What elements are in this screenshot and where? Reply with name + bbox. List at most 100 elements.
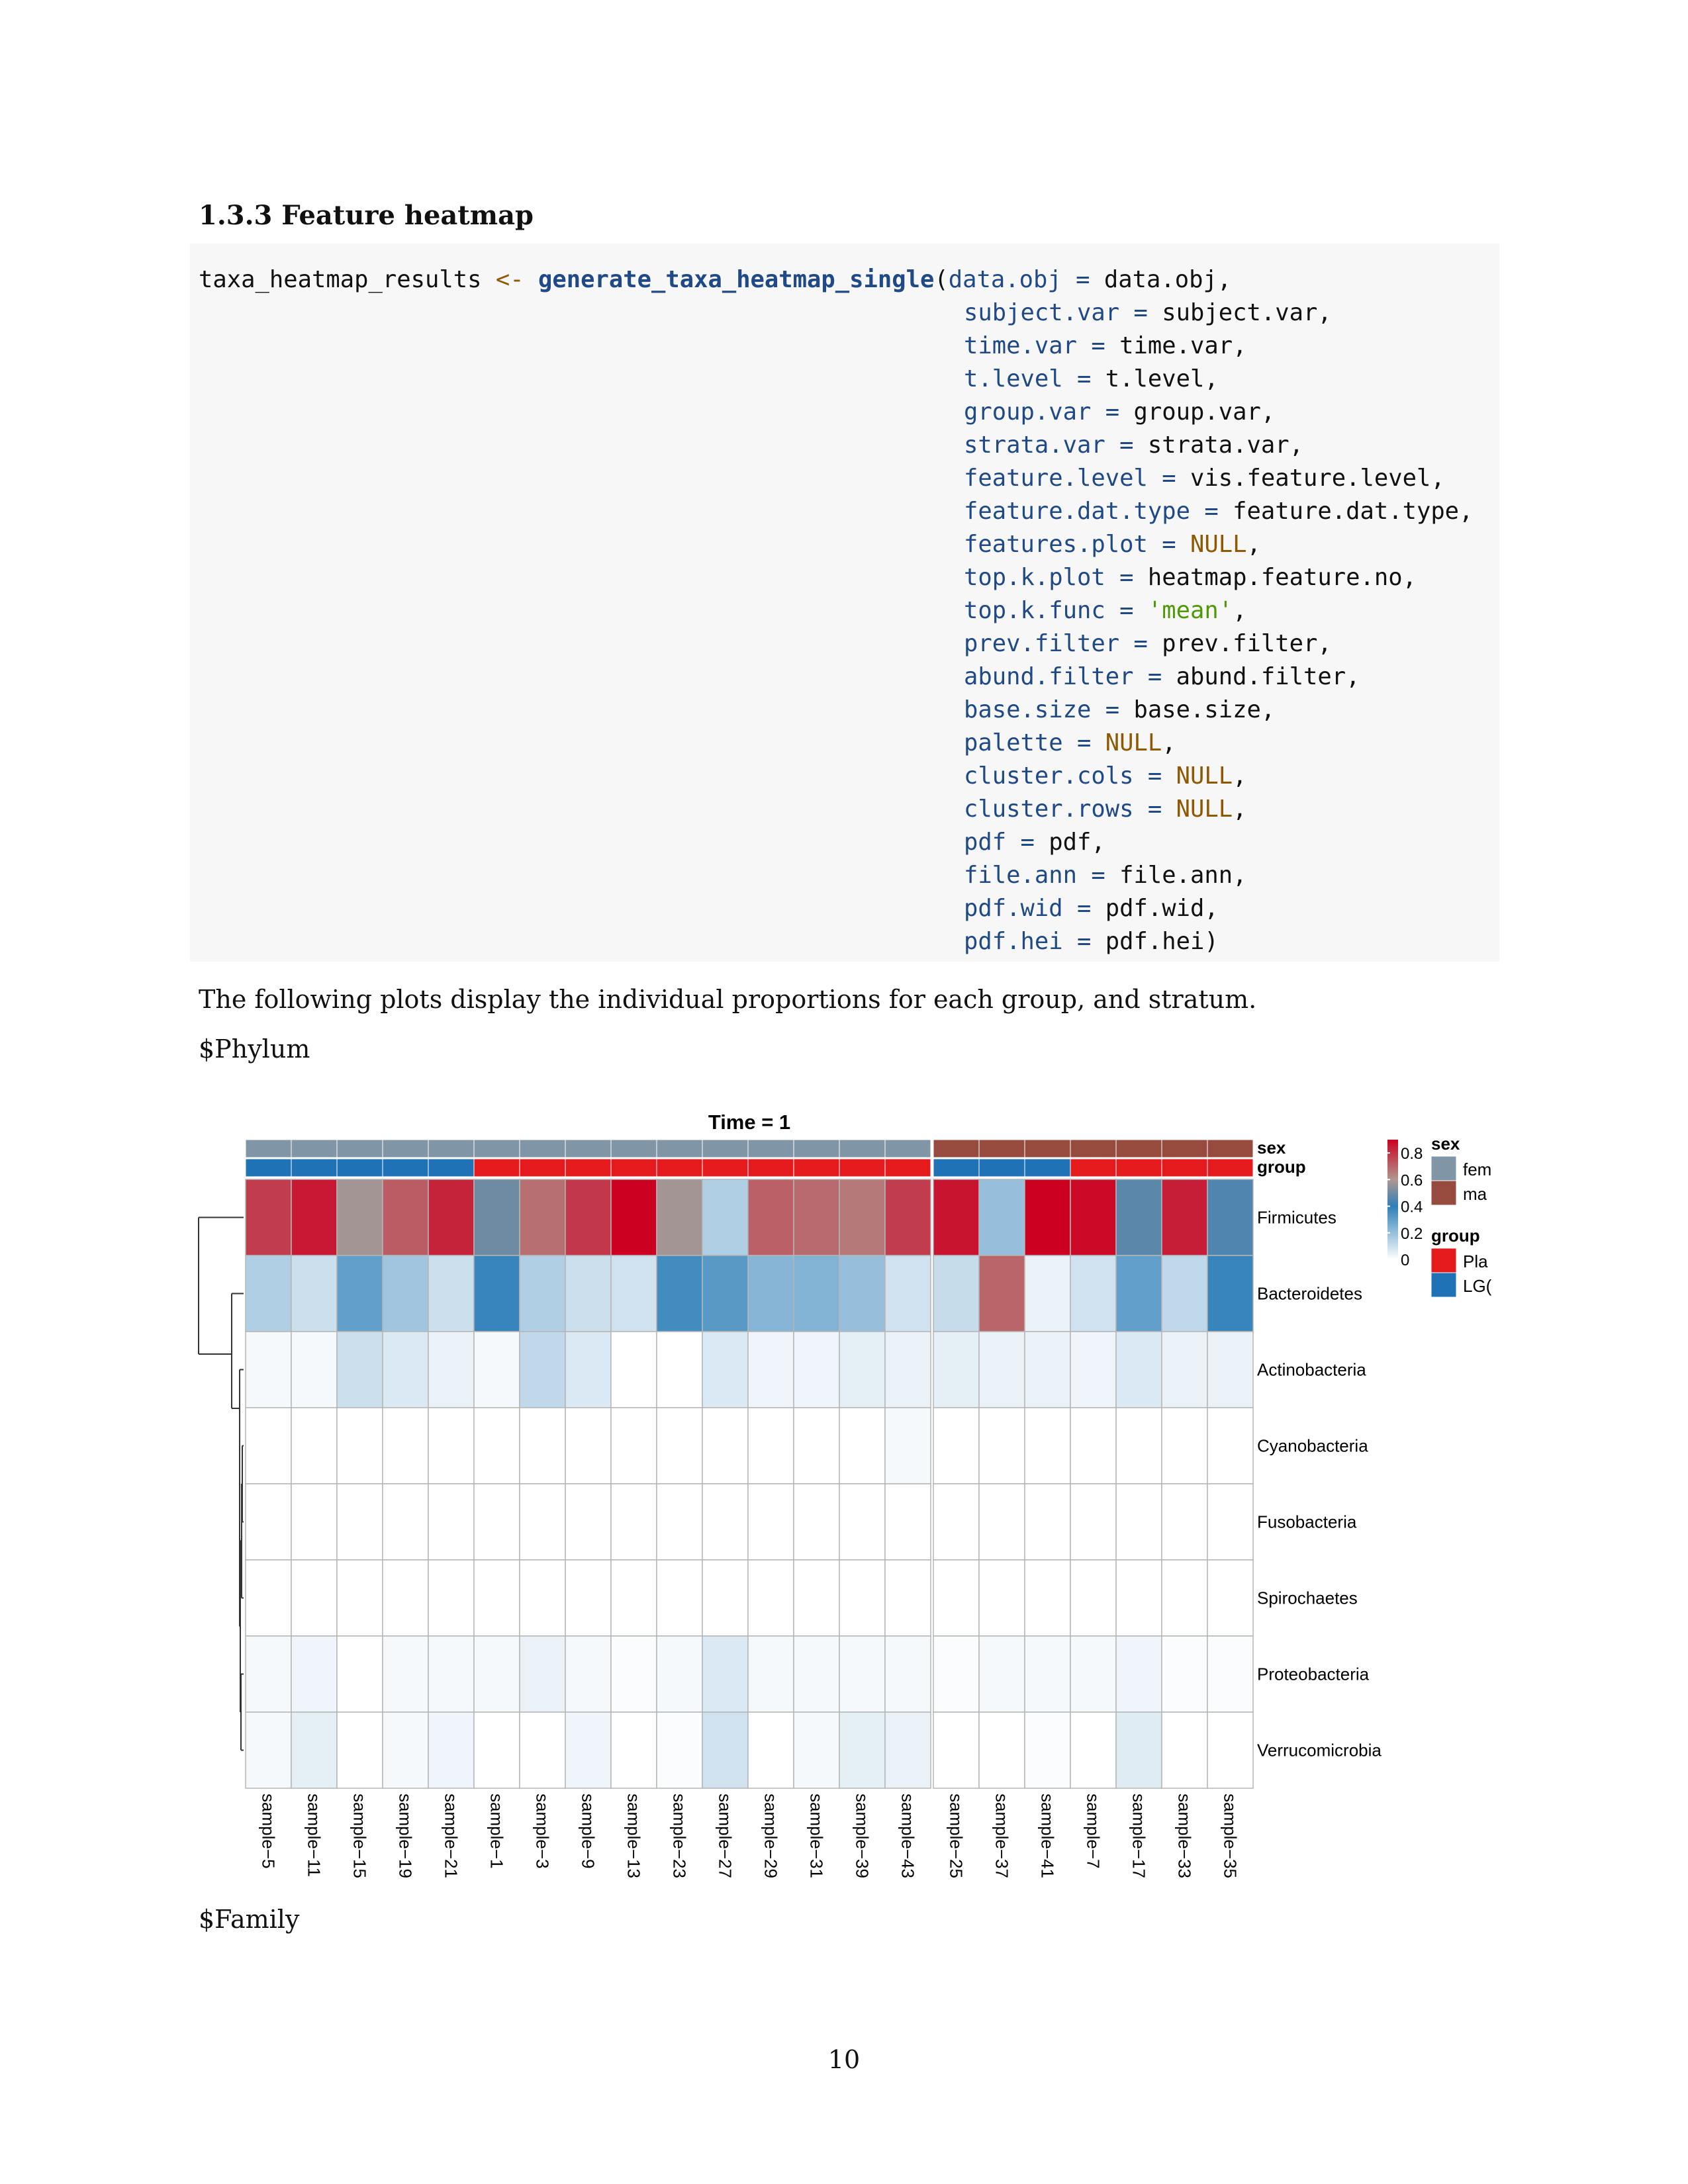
legend-group-swatch	[1430, 1248, 1457, 1273]
heatmap-cell	[839, 1559, 886, 1637]
heatmap-cell	[933, 1407, 980, 1484]
sex-annotation-cell	[1207, 1139, 1254, 1158]
heatmap-cell	[610, 1179, 657, 1256]
heatmap-cell	[382, 1179, 429, 1256]
sex-annotation-cell	[610, 1139, 657, 1158]
description-paragraph: The following plots display the individu…	[199, 985, 1257, 1014]
legend-group-item: Pla	[1463, 1251, 1488, 1271]
code-line: palette = NULL,	[964, 727, 1176, 760]
code-token: NULL	[1190, 531, 1247, 558]
code-token: feature.dat.type	[964, 498, 1190, 525]
code-token: vis.feature.level,	[1190, 465, 1445, 492]
heatmap-cell	[245, 1559, 292, 1637]
heatmap-cell	[793, 1483, 840, 1561]
heatmap-cell	[336, 1331, 383, 1408]
heatmap-cell	[473, 1559, 520, 1637]
heatmap-cell	[519, 1483, 566, 1561]
code-token: generate_taxa_heatmap_single	[538, 266, 935, 293]
code-token: =	[1147, 465, 1190, 492]
code-token: =	[1133, 663, 1176, 690]
heatmap-cell	[1207, 1255, 1254, 1332]
heatmap-cell	[702, 1331, 749, 1408]
heatmap-cell	[839, 1331, 886, 1408]
sex-annotation-cell	[884, 1139, 931, 1158]
heatmap-cell	[336, 1483, 383, 1561]
code-line: top.k.plot = heatmap.feature.no,	[964, 561, 1417, 594]
heatmap-cell	[1115, 1483, 1162, 1561]
column-label: sample−17	[1129, 1794, 1149, 1878]
code-token: feature.dat.type,	[1233, 498, 1474, 525]
heatmap-cell	[1161, 1331, 1208, 1408]
sex-annotation-cell	[747, 1139, 794, 1158]
code-line: feature.level = vis.feature.level,	[964, 462, 1445, 495]
code-token: =	[1062, 365, 1105, 392]
heatmap-cell	[336, 1179, 383, 1256]
heatmap-cell	[291, 1559, 338, 1637]
code-line: pdf.wid = pdf.wid,	[964, 892, 1219, 925]
sex-annotation-cell	[291, 1139, 338, 1158]
heatmap-cell	[428, 1635, 475, 1713]
code-line: pdf = pdf,	[964, 826, 1105, 859]
heatmap-cell	[519, 1559, 566, 1637]
heatmap-cell	[291, 1255, 338, 1332]
heatmap-cell	[610, 1407, 657, 1484]
heatmap-cell	[610, 1559, 657, 1637]
heatmap-cell	[245, 1255, 292, 1332]
column-label: sample−43	[898, 1794, 918, 1878]
sex-annotation-cell	[245, 1139, 292, 1158]
sex-annotation-cell	[565, 1139, 612, 1158]
column-label: sample−33	[1175, 1794, 1195, 1878]
column-label: sample−3	[533, 1794, 553, 1868]
heatmap-cell	[336, 1255, 383, 1332]
heatmap-cell	[1024, 1255, 1071, 1332]
group-annotation-cell	[428, 1158, 475, 1177]
heatmap-cell	[839, 1179, 886, 1256]
heatmap-cell	[610, 1331, 657, 1408]
heatmap-cell	[1115, 1559, 1162, 1637]
heatmap-cell	[702, 1559, 749, 1637]
column-label: sample−31	[807, 1794, 827, 1878]
heatmap-cell	[656, 1711, 703, 1789]
code-token: t.level	[964, 365, 1063, 392]
heatmap-cell	[656, 1255, 703, 1332]
code-token: palette	[964, 729, 1063, 756]
column-label: sample−23	[670, 1794, 690, 1878]
sex-annotation-cell	[933, 1139, 980, 1158]
code-token: =	[1062, 729, 1105, 756]
code-line: pdf.hei = pdf.hei)	[964, 925, 1219, 958]
heatmap-cell	[933, 1711, 980, 1789]
code-token: subject.var	[964, 299, 1120, 326]
sex-annotation-cell	[656, 1139, 703, 1158]
code-token: data.obj,	[1103, 266, 1232, 293]
heatmap-cell	[793, 1179, 840, 1256]
code-token: time.var,	[1119, 332, 1247, 359]
legend-sex-item: ma	[1463, 1184, 1487, 1204]
code-block	[190, 244, 1499, 962]
legend-sex-swatch	[1430, 1156, 1457, 1181]
heatmap-cell	[1070, 1711, 1117, 1789]
heatmap-cell	[933, 1635, 980, 1713]
code-token: file.ann	[964, 862, 1077, 889]
code-line: abund.filter = abund.filter,	[964, 660, 1360, 694]
code-token: strata.var	[964, 432, 1105, 459]
code-token: ,	[1162, 729, 1176, 756]
heatmap-cell	[839, 1635, 886, 1713]
column-label: sample−13	[624, 1794, 644, 1878]
code-token: <-	[495, 266, 524, 293]
heatmap-cell	[336, 1407, 383, 1484]
heatmap-cell	[839, 1483, 886, 1561]
sex-annotation-cell	[428, 1139, 475, 1158]
code-token: base.size	[964, 696, 1092, 723]
code-line: group.var = group.var,	[964, 396, 1275, 429]
group-annotation-cell	[519, 1158, 566, 1177]
heatmap-cell	[519, 1179, 566, 1256]
row-label: Bacteroidetes	[1257, 1284, 1362, 1304]
code-token: =	[1061, 266, 1104, 293]
code-token: group.var,	[1133, 398, 1276, 426]
code-token: pdf.wid	[964, 895, 1063, 922]
code-token: NULL	[1176, 762, 1233, 790]
heatmap-cell	[978, 1559, 1025, 1637]
heatmap-cell	[565, 1407, 612, 1484]
heatmap-cell	[519, 1331, 566, 1408]
code-token: =	[1133, 762, 1176, 790]
